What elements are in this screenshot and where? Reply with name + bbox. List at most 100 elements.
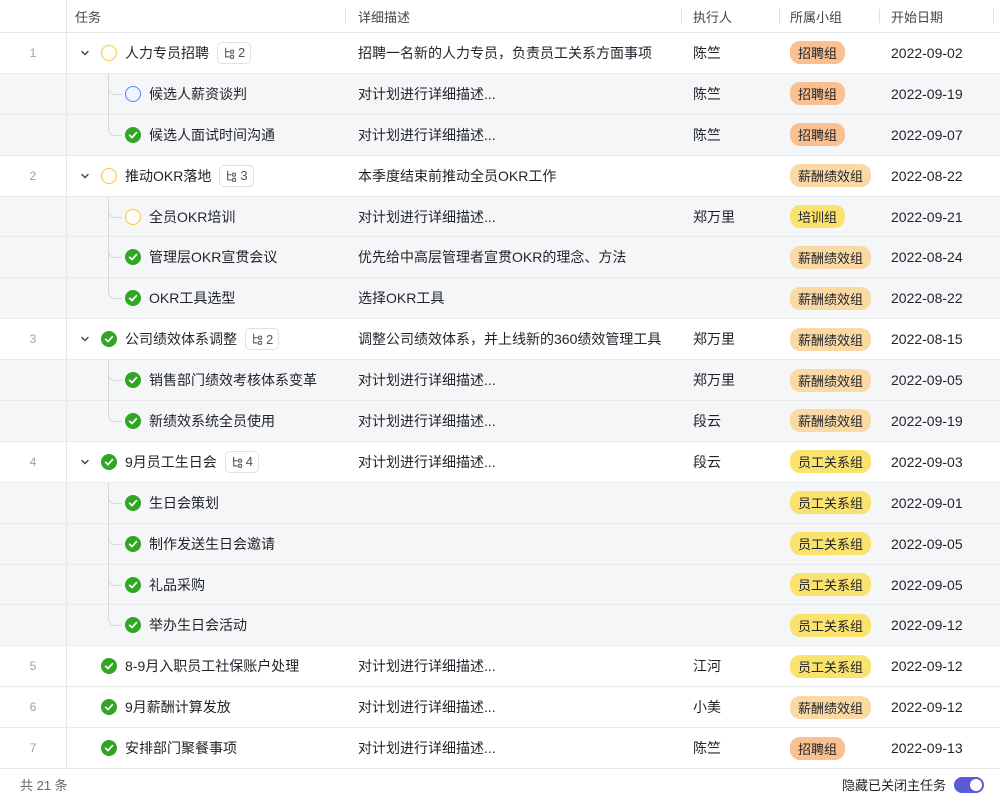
date-cell[interactable]: 2022-08-22 <box>879 278 993 318</box>
group-cell[interactable]: 薪酬绩效组 <box>779 319 879 359</box>
task-status-icon[interactable] <box>101 331 117 348</box>
task-status-icon[interactable] <box>125 290 141 307</box>
task-title[interactable]: 销售部门绩效考核体系变革 <box>149 372 317 389</box>
group-cell[interactable]: 薪酬绩效组 <box>779 687 879 727</box>
assignee-cell[interactable]: 陈竺 <box>681 115 779 155</box>
assignee-cell[interactable]: 陈竺 <box>681 728 779 768</box>
task-status-icon[interactable] <box>125 617 141 634</box>
chevron-down-icon[interactable] <box>77 168 93 184</box>
group-cell[interactable]: 薪酬绩效组 <box>779 237 879 277</box>
description-cell[interactable]: 调整公司绩效体系，并上线新的360绩效管理工具 <box>345 319 681 359</box>
chevron-down-icon[interactable] <box>77 331 93 347</box>
column-header-task[interactable]: 任务 <box>67 0 345 32</box>
task-status-icon[interactable] <box>125 372 141 389</box>
column-header-owner[interactable]: 执行人 <box>681 0 779 32</box>
task-status-icon[interactable] <box>125 126 141 143</box>
group-cell[interactable]: 员工关系组 <box>779 565 879 605</box>
assignee-cell[interactable] <box>681 278 779 318</box>
assignee-cell[interactable] <box>681 237 779 277</box>
assignee-cell[interactable]: 段云 <box>681 442 779 482</box>
description-cell[interactable] <box>345 524 681 564</box>
task-title[interactable]: 推动OKR落地 <box>125 167 212 184</box>
column-header-group[interactable]: 所属小组 <box>779 0 879 32</box>
date-cell[interactable]: 2022-09-19 <box>879 74 993 114</box>
task-title[interactable]: 生日会策划 <box>149 494 219 511</box>
task-title[interactable]: 礼品采购 <box>149 576 205 593</box>
description-cell[interactable] <box>345 605 681 645</box>
task-cell[interactable]: OKR工具选型 <box>67 278 345 318</box>
task-status-icon[interactable] <box>125 85 141 102</box>
date-cell[interactable]: 2022-09-02 <box>879 33 993 73</box>
date-cell[interactable]: 2022-09-12 <box>879 605 993 645</box>
task-status-icon[interactable] <box>101 699 117 716</box>
task-cell[interactable]: 新绩效系统全员使用 <box>67 401 345 441</box>
task-cell[interactable]: 候选人面试时间沟通 <box>67 114 345 155</box>
task-status-icon[interactable] <box>101 740 117 757</box>
assignee-cell[interactable]: 江河 <box>681 646 779 686</box>
date-cell[interactable]: 2022-09-19 <box>879 401 993 441</box>
assignee-cell[interactable] <box>681 156 779 196</box>
task-status-icon[interactable] <box>101 44 117 61</box>
task-cell[interactable]: 推动OKR落地 3 <box>67 156 345 196</box>
task-title[interactable]: OKR工具选型 <box>149 290 236 307</box>
task-title[interactable]: 安排部门聚餐事项 <box>125 740 237 757</box>
description-cell[interactable]: 对计划进行详细描述... <box>345 115 681 155</box>
assignee-cell[interactable] <box>681 565 779 605</box>
description-cell[interactable]: 本季度结束前推动全员OKR工作 <box>345 156 681 196</box>
description-cell[interactable] <box>345 483 681 523</box>
assignee-cell[interactable]: 陈竺 <box>681 74 779 114</box>
task-cell[interactable]: 候选人薪资谈判 <box>67 73 345 115</box>
task-cell[interactable]: 管理层OKR宣贯会议 <box>67 237 345 279</box>
assignee-cell[interactable]: 郑万里 <box>681 319 779 359</box>
task-status-icon[interactable] <box>125 249 141 266</box>
assignee-cell[interactable] <box>681 524 779 564</box>
chevron-down-icon[interactable] <box>77 45 93 61</box>
assignee-cell[interactable]: 郑万里 <box>681 197 779 237</box>
date-cell[interactable]: 2022-08-15 <box>879 319 993 359</box>
column-header-desc[interactable]: 详细描述 <box>345 0 681 32</box>
description-cell[interactable]: 对计划进行详细描述... <box>345 646 681 686</box>
task-status-icon[interactable] <box>101 658 117 675</box>
subtask-count-badge[interactable]: 3 <box>219 164 254 187</box>
group-cell[interactable]: 培训组 <box>779 197 879 237</box>
group-cell[interactable]: 招聘组 <box>779 33 879 73</box>
description-cell[interactable]: 对计划进行详细描述... <box>345 401 681 441</box>
assignee-cell[interactable]: 段云 <box>681 401 779 441</box>
description-cell[interactable]: 对计划进行详细描述... <box>345 442 681 482</box>
date-cell[interactable]: 2022-09-21 <box>879 197 993 237</box>
description-cell[interactable]: 对计划进行详细描述... <box>345 360 681 400</box>
description-cell[interactable]: 对计划进行详细描述... <box>345 728 681 768</box>
task-status-icon[interactable] <box>125 208 141 225</box>
date-cell[interactable]: 2022-09-12 <box>879 646 993 686</box>
task-cell[interactable]: 8-9月入职员工社保账户处理 <box>67 646 345 686</box>
subtask-count-badge[interactable]: 4 <box>224 450 260 473</box>
date-cell[interactable]: 2022-08-24 <box>879 237 993 277</box>
task-cell[interactable]: 制作发送生日会邀请 <box>67 523 345 565</box>
group-cell[interactable]: 员工关系组 <box>779 524 879 564</box>
date-cell[interactable]: 2022-09-01 <box>879 483 993 523</box>
task-title[interactable]: 9月薪酬计算发放 <box>125 699 231 716</box>
chevron-down-icon[interactable] <box>77 454 93 470</box>
description-cell[interactable]: 对计划进行详细描述... <box>345 197 681 237</box>
assignee-cell[interactable] <box>681 605 779 645</box>
task-title[interactable]: 公司绩效体系调整 <box>125 331 237 348</box>
group-cell[interactable]: 薪酬绩效组 <box>779 156 879 196</box>
task-title[interactable]: 候选人薪资谈判 <box>149 85 247 102</box>
group-cell[interactable]: 员工关系组 <box>779 483 879 523</box>
group-cell[interactable]: 薪酬绩效组 <box>779 401 879 441</box>
task-status-icon[interactable] <box>101 167 117 184</box>
task-title[interactable]: 举办生日会活动 <box>149 617 247 634</box>
column-header-date[interactable]: 开始日期 <box>879 0 993 32</box>
task-title[interactable]: 9月员工生日会 <box>125 453 217 470</box>
task-cell[interactable]: 全员OKR培训 <box>67 196 345 238</box>
task-cell[interactable]: 人力专员招聘 2 <box>67 33 345 73</box>
task-cell[interactable]: 举办生日会活动 <box>67 605 345 645</box>
date-cell[interactable]: 2022-09-12 <box>879 687 993 727</box>
description-cell[interactable] <box>345 565 681 605</box>
group-cell[interactable]: 招聘组 <box>779 728 879 768</box>
description-cell[interactable]: 对计划进行详细描述... <box>345 687 681 727</box>
task-status-icon[interactable] <box>101 453 117 470</box>
description-cell[interactable]: 选择OKR工具 <box>345 278 681 318</box>
group-cell[interactable]: 招聘组 <box>779 115 879 155</box>
description-cell[interactable]: 对计划进行详细描述... <box>345 74 681 114</box>
